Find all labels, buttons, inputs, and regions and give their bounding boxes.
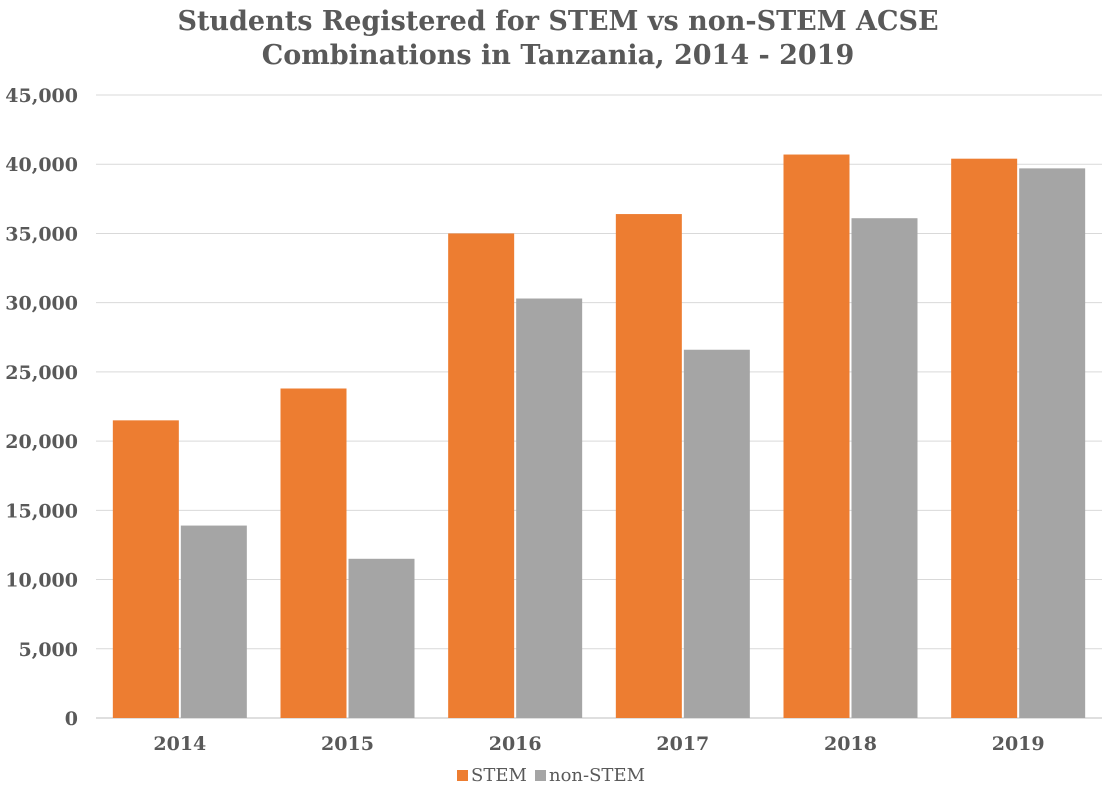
bar-non-stem-2019	[1019, 168, 1086, 718]
bars	[112, 154, 1086, 718]
x-tick-label: 2019	[992, 733, 1045, 755]
x-tick-label: 2017	[656, 733, 709, 755]
y-tick-label: 30,000	[5, 293, 78, 315]
y-tick-label: 0	[65, 708, 78, 730]
x-tick-label: 2016	[489, 733, 542, 755]
legend-swatch-non-stem	[535, 770, 546, 781]
bar-non-stem-2018	[851, 218, 918, 718]
y-tick-label: 15,000	[5, 500, 78, 522]
bar-stem-2017	[615, 214, 682, 718]
y-tick-label: 20,000	[5, 431, 78, 453]
bar-stem-2019	[951, 158, 1018, 718]
y-tick-label: 35,000	[5, 223, 78, 245]
y-tick-label: 5,000	[19, 639, 79, 661]
bar-non-stem-2017	[683, 349, 750, 718]
y-tick-label: 25,000	[5, 362, 78, 384]
bar-stem-2015	[280, 388, 347, 718]
y-axis-ticks: 0 5,000 10,000 15,000 20,000 25,000 30,000 35,0…	[5, 85, 78, 730]
y-tick-label: 40,000	[5, 154, 78, 176]
x-tick-label: 2018	[824, 733, 877, 755]
x-tick-label: 2015	[321, 733, 374, 755]
chart-title-line-1: Students Registered for STEM vs non-STEM…	[177, 6, 938, 37]
bar-non-stem-2014	[180, 525, 247, 718]
x-axis-ticks: 2014 2015 2016 2017 2018 2019	[153, 733, 1044, 755]
y-tick-label: 10,000	[5, 570, 78, 592]
legend: STEM non-STEM	[457, 765, 645, 786]
legend-label-stem: STEM	[471, 765, 527, 786]
bar-stem-2016	[448, 233, 515, 718]
bar-non-stem-2016	[516, 298, 583, 718]
bar-non-stem-2015	[348, 558, 415, 718]
legend-swatch-stem	[457, 770, 468, 781]
x-tick-label: 2014	[153, 733, 206, 755]
gridlines	[96, 94, 1102, 719]
chart-title-line-2: Combinations in Tanzania, 2014 - 2019	[262, 40, 855, 71]
legend-label-non-stem: non-STEM	[549, 765, 645, 786]
bar-stem-2018	[783, 154, 850, 718]
y-tick-label: 45,000	[5, 85, 78, 107]
bar-stem-2014	[112, 420, 179, 718]
